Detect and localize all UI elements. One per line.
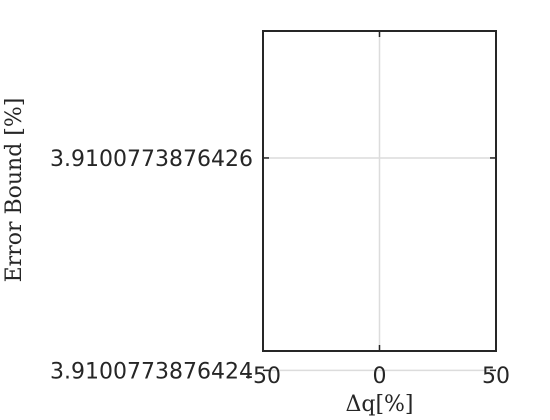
x-tick-label: -50: [245, 364, 281, 389]
x-tick-label: 50: [482, 364, 510, 389]
y-axis-label: Error Bound [%]: [2, 98, 27, 283]
grid: [262, 31, 497, 372]
x-axis-label: Δq[%]: [345, 392, 413, 417]
tick-marks: [262, 31, 497, 372]
y-tick-label: 3.9100773876424: [50, 359, 253, 384]
y-tick-label: 3.9100773876426: [50, 147, 253, 172]
x-tick-label: 0: [373, 364, 387, 389]
tick-labels: 3.9100773876423.91007738764223.910077387…: [50, 147, 510, 389]
